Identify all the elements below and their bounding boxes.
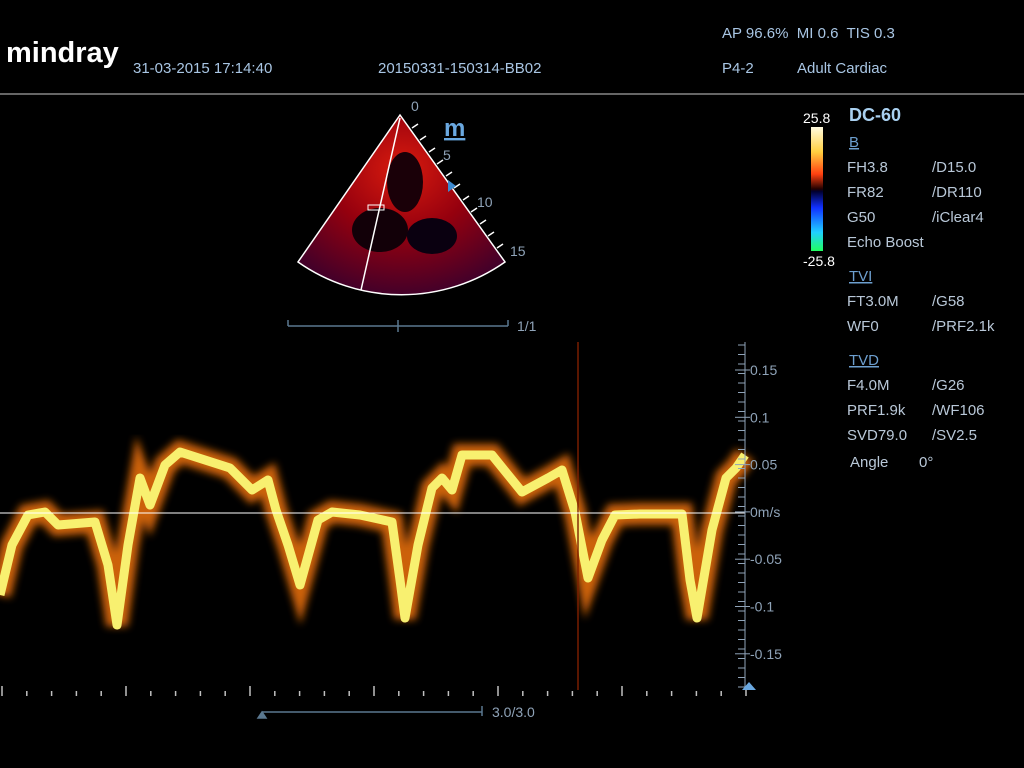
parameter: 0° [919,454,933,471]
depth-label: 0 [411,98,419,114]
chamber [387,152,423,212]
doppler-spectrum [0,342,755,690]
velocity-labels: 0.15 0.1 0.05 0m/s -0.05 -0.1 -0.15 [735,362,782,662]
velocity-label: 0m/s [750,504,780,520]
color-bar [811,127,823,251]
output-power: AP 96.6% MI 0.6 TIS 0.3 [722,25,895,42]
parameter: /DR110 [932,184,982,201]
section-heading: TVI [849,268,872,285]
parameter: FT3.0M [847,293,899,310]
parameter: /D15.0 [932,159,976,176]
parameter: WF0 [847,318,879,335]
velocity-label: 0.1 [750,409,770,425]
parameter: G50 [847,209,875,226]
color-bar-max: 25.8 [803,110,830,126]
preset-title: DC-60 [849,105,901,125]
parameter: PRF1.9k [847,402,906,419]
velocity-label: -0.1 [750,599,774,615]
parameter: /iClear4 [932,209,984,226]
preset: Adult Cardiac [797,60,888,77]
focus-marker [448,180,456,192]
velocity-label: 0.15 [750,362,777,378]
depth-label: 5 [443,147,451,163]
velocity-label: -0.15 [750,646,782,662]
chamber [407,218,457,254]
sweep-bar [256,706,483,719]
cine-bar [287,320,509,332]
sample-volume [367,204,385,211]
exam-id: 20150331-150314-BB02 [378,60,541,77]
spectrum-core [0,447,749,630]
parameter: Echo Boost [847,234,925,251]
parameter: F4.0M [847,377,890,394]
depth-label: 15 [510,243,526,259]
parameter: FR82 [847,184,884,201]
parameter: /G26 [932,377,965,394]
velocity-label: 0.05 [750,457,777,473]
section-heading: TVD [849,352,879,369]
parameter: SVD79.0 [847,427,907,444]
color-bar-min: -25.8 [803,253,835,269]
velocity-label: -0.05 [750,551,782,567]
parameter-panel: B FH3.8/D15.0 FR82/DR110 G50/iClear4 Echo Bo… [847,134,995,471]
datetime: 31-03-2015 17:14:40 [133,60,272,77]
depth-label: 10 [477,194,493,210]
probe: P4-2 [722,60,754,77]
velocity-axis [738,342,746,690]
parameter: Angle [850,454,888,471]
baseline-marker [742,682,756,690]
cine-counter: 1/1 [517,318,537,334]
sector-outline [296,113,507,296]
depth-ticks [411,123,504,249]
parameter: /PRF2.1k [932,318,995,335]
parameter: FH3.8 [847,159,888,176]
time-axis [1,686,747,696]
parameter: /G58 [932,293,965,310]
chamber [352,208,408,252]
mode-icon: m [444,115,465,142]
parameter: /SV2.5 [932,427,977,444]
section-heading: B [849,134,859,151]
sweep-counter: 3.0/3.0 [492,704,535,720]
cursor-line [360,117,401,291]
logo: mindray [6,37,119,69]
parameter: /WF106 [932,402,985,419]
